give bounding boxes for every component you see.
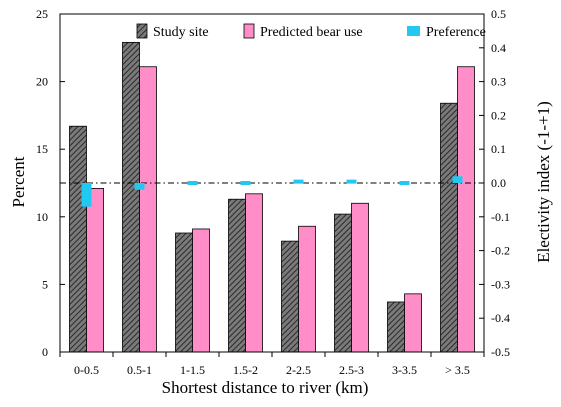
x-tick-label: 2-2.5 [286,363,311,377]
y2-tick-label: 0.0 [491,176,506,190]
bar-predicted-bear-use [404,293,422,353]
bar-study-site [122,41,140,353]
x-axis-title: Shortest distance to river (km) [162,378,369,397]
x-tick-label: 1-1.5 [180,363,205,377]
y-tick-label: 10 [36,210,48,224]
bar-predicted-bear-use [192,228,210,353]
x-tick-label: 3-3.5 [392,363,417,377]
legend-preference: Preference [407,25,486,40]
x-tick-label: 0-0.5 [74,363,99,377]
bar-predicted-bear-use [298,225,316,353]
y-axis-title: Percent [9,156,28,207]
legend-predicted-bear-use: Predicted bear use [243,23,363,40]
bar-study-site [440,102,458,353]
y2-axis-title: Electivity index (-1-+1) [534,101,553,263]
y-tick-label: 25 [36,7,48,21]
legend-swatch [407,26,420,36]
legend-label: Study site [153,25,209,40]
preference-marker [399,181,410,185]
bar-predicted-bear-use [351,202,369,353]
bar-study-site [69,125,87,353]
preference-marker [452,176,463,183]
bar-study-site [334,213,352,353]
y-tick-label: 5 [42,277,48,291]
bar-study-site [175,232,193,353]
y2-tick-label: -0.1 [491,210,510,224]
legend-label: Predicted bear use [260,25,363,40]
y-tick-label: 0 [42,345,48,359]
legend-study-site: Study site [136,23,209,40]
preference-marker [81,183,92,207]
bar-study-site [228,198,246,353]
y2-tick-label: -0.2 [491,244,510,258]
legend-swatch [136,23,148,39]
bar-study-site [387,301,405,353]
preference-marker [346,179,357,184]
preference-marker [134,183,145,190]
y-tick-label: 20 [36,75,48,89]
preference-marker [293,179,304,184]
preference-marker [240,181,251,185]
preference-marker [187,181,198,185]
y2-tick-label: -0.3 [491,277,510,291]
x-tick-label: > 3.5 [445,363,470,377]
y2-tick-label: 0.4 [491,41,506,55]
bar-predicted-bear-use [139,66,157,353]
bar-study-site [281,240,299,353]
y2-tick-label: 0.5 [491,7,506,21]
y2-tick-label: -0.4 [491,311,510,325]
y2-tick-label: 0.2 [491,108,506,122]
legend-swatch [243,23,255,39]
bar-predicted-bear-use [86,188,104,353]
y-tick-label: 15 [36,142,48,156]
y2-tick-label: 0.3 [491,75,506,89]
x-tick-label: 1.5-2 [233,363,258,377]
bar-predicted-bear-use [245,193,263,353]
bar-predicted-bear-use [457,66,475,353]
legend-label: Preference [426,25,486,40]
y2-tick-label: -0.5 [491,345,510,359]
y2-tick-label: 0.1 [491,142,506,156]
x-tick-label: 2.5-3 [339,363,364,377]
x-tick-label: 0.5-1 [127,363,152,377]
